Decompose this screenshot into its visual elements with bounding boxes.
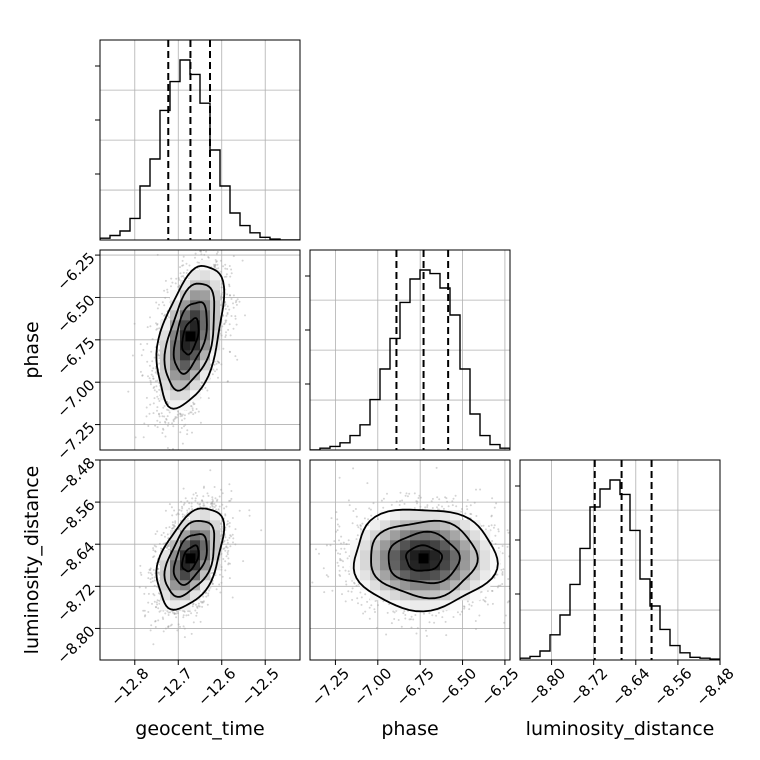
contour-geocent_time-luminosity_distance-2 <box>163 519 216 598</box>
ytick-label-luminosity_distance-1: −8.72 <box>53 580 98 625</box>
xtick-label-luminosity_distance-2: −8.64 <box>608 664 653 709</box>
grid-luminosity_distance-marginal <box>520 460 720 660</box>
joint-phase-luminosity_distance <box>310 460 510 660</box>
contour-geocent_time-phase-2 <box>163 282 216 392</box>
density-phase-luminosity_distance <box>350 510 501 611</box>
frame-phase-marginal <box>309 249 511 451</box>
xtick-label-luminosity_distance-1: −8.72 <box>566 664 611 709</box>
ytick-label-luminosity_distance-3: −8.56 <box>53 496 98 541</box>
marginal-phase <box>310 250 510 450</box>
contour-geocent_time-luminosity_distance-1 <box>172 533 208 586</box>
frame-luminosity_distance-marginal <box>519 459 721 661</box>
yaxis-label-phase: phase <box>21 321 43 378</box>
xtick-label-phase-1: −7.00 <box>350 664 395 709</box>
xtick-label-geocent_time-1: −12.7 <box>151 664 196 709</box>
frame-geocent_time-phase <box>99 249 301 451</box>
peak-geocent_time-phase <box>185 331 196 342</box>
histogram-phase <box>310 269 510 450</box>
ytick-label-phase-0: −7.25 <box>53 418 98 463</box>
xtick-label-geocent_time-2: −12.6 <box>194 664 239 709</box>
peak-geocent_time-luminosity_distance <box>185 553 196 564</box>
marginal-luminosity_distance <box>520 460 720 660</box>
xtick-label-phase-0: −7.25 <box>308 664 353 709</box>
contour-phase-luminosity_distance-0 <box>405 544 444 572</box>
histogram-geocent_time <box>100 59 300 240</box>
ytick-label-phase-3: −6.50 <box>53 291 98 336</box>
xtick-label-geocent_time-3: −12.5 <box>238 664 283 709</box>
contour-geocent_time-phase-0 <box>181 317 200 356</box>
peak-phase-luminosity_distance <box>418 553 429 564</box>
xaxis-label-luminosity_distance: luminosity_distance <box>526 718 715 740</box>
contour-phase-luminosity_distance-2 <box>370 519 479 600</box>
contour-phase-luminosity_distance-1 <box>387 530 461 585</box>
frame-geocent_time-marginal <box>99 39 301 241</box>
xtick-label-phase-4: −6.25 <box>477 664 522 709</box>
ytick-label-phase-1: −7.00 <box>53 376 98 421</box>
xtick-label-geocent_time-0: −12.8 <box>107 664 152 709</box>
frame-phase-luminosity_distance <box>309 459 511 661</box>
contour-geocent_time-phase-1 <box>172 301 208 375</box>
ytick-label-luminosity_distance-2: −8.64 <box>53 538 98 583</box>
xaxis-label-phase: phase <box>381 718 438 740</box>
xtick-label-phase-2: −6.75 <box>393 664 438 709</box>
frame-geocent_time-luminosity_distance <box>99 459 301 661</box>
ytick-label-luminosity_distance-4: −8.48 <box>53 454 98 499</box>
joint-geocent_time-phase <box>100 250 300 450</box>
xtick-label-luminosity_distance-3: −8.56 <box>650 664 695 709</box>
marginal-geocent_time <box>100 40 300 240</box>
xtick-label-luminosity_distance-4: −8.48 <box>692 664 737 709</box>
ytick-label-phase-2: −6.75 <box>53 334 98 379</box>
ytick-label-phase-4: −6.25 <box>53 249 98 294</box>
contour-geocent_time-luminosity_distance-0 <box>181 544 200 573</box>
contour-geocent_time-phase-3 <box>155 264 226 410</box>
contour-phase-luminosity_distance-3 <box>352 508 499 613</box>
joint-geocent_time-luminosity_distance <box>100 460 300 660</box>
grid-geocent_time-marginal <box>100 40 300 240</box>
xtick-label-luminosity_distance-0: −8.80 <box>524 664 569 709</box>
yaxis-label-luminosity_distance: luminosity_distance <box>21 466 43 655</box>
xtick-label-phase-3: −6.50 <box>435 664 480 709</box>
ytick-label-luminosity_distance-0: −8.80 <box>53 622 98 667</box>
contour-geocent_time-luminosity_distance-3 <box>155 507 226 611</box>
xaxis-label-geocent_time: geocent_time <box>135 718 264 740</box>
histogram-luminosity_distance <box>520 479 720 660</box>
